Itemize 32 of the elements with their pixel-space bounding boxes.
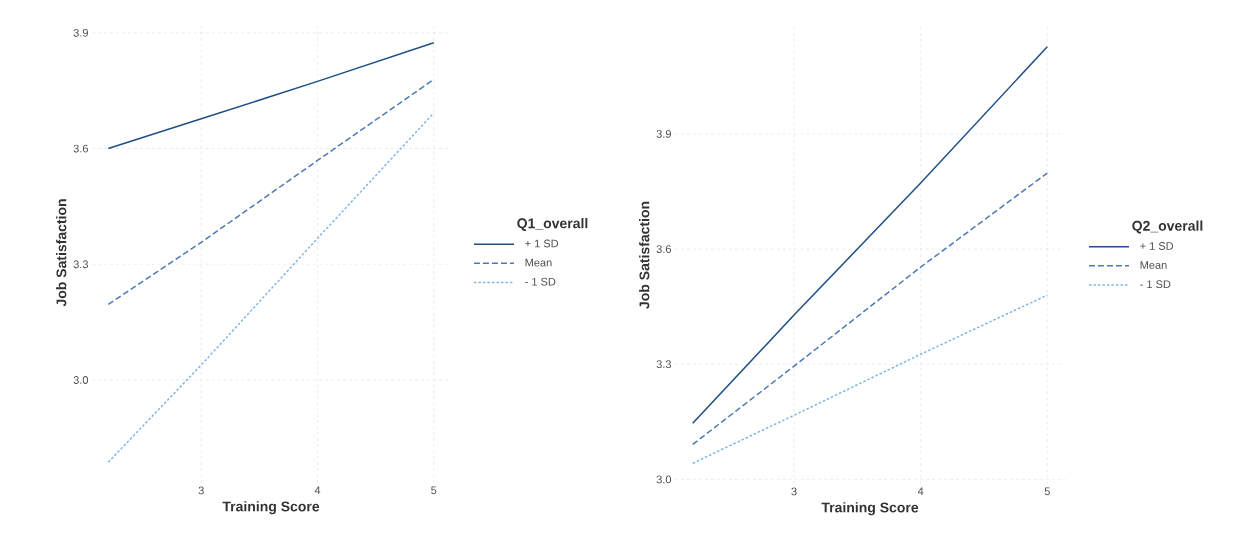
line-series	[691, 294, 1049, 465]
line-series	[107, 42, 435, 150]
y-tick-label: 3.0	[656, 475, 672, 484]
line-series	[107, 78, 435, 306]
y-tick-label: 3.6	[656, 245, 672, 253]
legend-label: Mean	[1140, 261, 1167, 269]
x-axis-title: Training Score	[222, 501, 320, 515]
legend-title: Q1_overall	[517, 218, 588, 231]
x-tick-label: 5	[431, 486, 437, 495]
legend-label: + 1 SD	[1140, 242, 1174, 250]
y-tick-label: 3.0	[73, 376, 89, 384]
y-tick-label: 3.9	[656, 129, 671, 138]
legend-label: Mean	[525, 258, 552, 267]
x-tick-label: 3	[791, 487, 797, 496]
line-series	[691, 172, 1049, 446]
y-tick-label: 3.9	[73, 28, 88, 37]
legend-label: - 1 SD	[1140, 280, 1171, 289]
legend-label: - 1 SD	[525, 277, 556, 286]
line-series	[691, 45, 1049, 425]
legend-label: + 1 SD	[525, 239, 559, 248]
y-axis-title: Job Satisfaction	[56, 199, 67, 307]
legend-title: Q2_overall	[1132, 220, 1203, 234]
y-tick-label: 3.3	[73, 260, 88, 269]
x-axis-title: Training Score	[821, 502, 919, 516]
x-tick-label: 5	[1044, 487, 1050, 496]
y-tick-label: 3.6	[73, 144, 88, 153]
x-tick-label: 4	[917, 487, 924, 496]
x-tick-label: 4	[314, 486, 321, 495]
x-tick-label: 3	[198, 486, 204, 495]
y-tick-label: 3.3	[656, 360, 672, 369]
line-series	[107, 112, 435, 463]
y-axis-title: Job Satisfaction	[639, 201, 650, 309]
